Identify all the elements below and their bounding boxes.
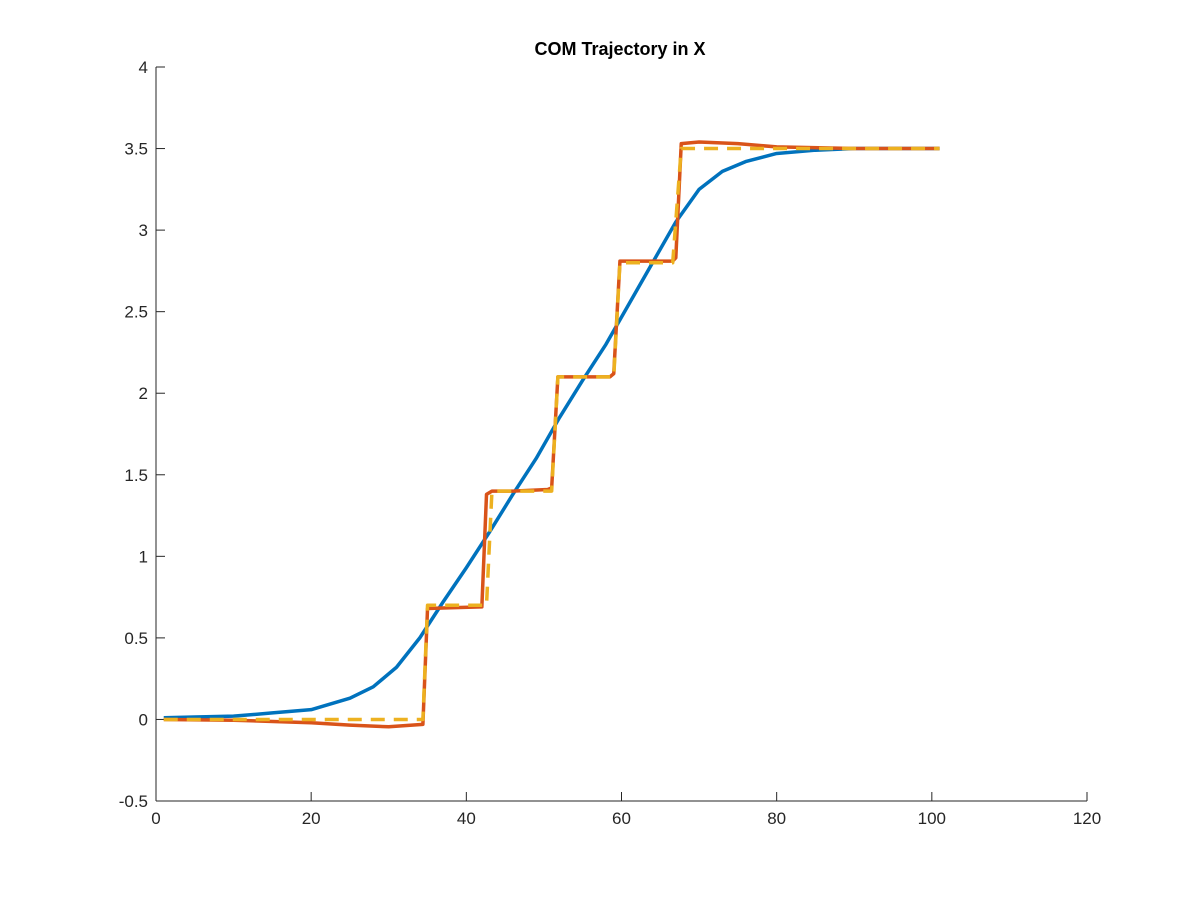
tick-labels: 0 20 40 60 80 100 120-0.500.511.522.533.54 xyxy=(119,58,1101,828)
y-tick-label: 1.5 xyxy=(124,466,148,485)
series-line-3 xyxy=(163,146,940,722)
x-tick-label: 60 xyxy=(612,809,631,828)
y-tick-label: 3 xyxy=(139,221,148,240)
y-tick-label: 1 xyxy=(139,547,148,566)
series-group xyxy=(163,140,940,729)
x-tick-label: 120 xyxy=(1073,809,1101,828)
x-tick-label: 0 xyxy=(151,809,160,828)
x-tick-label: 20 xyxy=(302,809,321,828)
chart-title: COM Trajectory in X xyxy=(534,39,705,59)
x-tick-label: 40 xyxy=(457,809,476,828)
y-tick-label: 0.5 xyxy=(124,629,148,648)
y-tick-label: 3.5 xyxy=(124,140,148,159)
y-tick-label: 2 xyxy=(139,384,148,403)
x-tick-label: 80 xyxy=(767,809,786,828)
series-line-1 xyxy=(163,146,940,720)
y-tick-label: -0.5 xyxy=(119,792,148,811)
axes xyxy=(155,66,1088,802)
y-tick-label: 2.5 xyxy=(124,303,148,322)
y-tick-label: 4 xyxy=(139,58,148,77)
y-tick-label: 0 xyxy=(139,710,148,729)
x-tick-label: 100 xyxy=(918,809,946,828)
